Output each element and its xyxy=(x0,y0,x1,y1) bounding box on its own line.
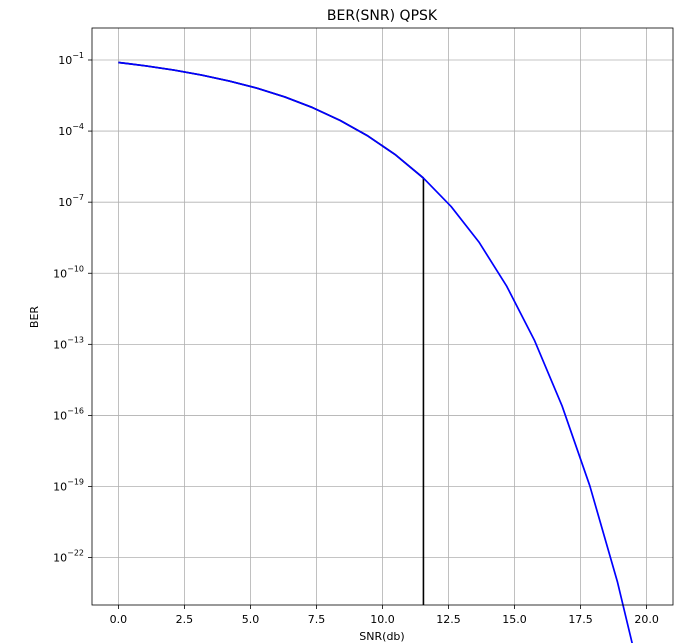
y-tick-label: 10−10 xyxy=(53,264,84,280)
x-tick-label: 10.0 xyxy=(370,613,395,626)
y-tick-label: 10−7 xyxy=(58,193,84,209)
series-layer xyxy=(118,61,633,643)
x-tick-label: 5.0 xyxy=(242,613,260,626)
x-tick-label: 20.0 xyxy=(634,613,659,626)
y-tick-label: 10−4 xyxy=(58,122,84,138)
grid xyxy=(92,28,673,605)
x-tick-label: 2.5 xyxy=(176,613,194,626)
chart-title: BER(SNR) QPSK xyxy=(327,8,438,24)
y-tick-label: 10−19 xyxy=(53,478,84,494)
series-line xyxy=(118,61,424,179)
y-tick-label: 10−13 xyxy=(53,335,84,351)
y-tick-label: 10−1 xyxy=(58,51,84,67)
x-tick-label: 12.5 xyxy=(436,613,461,626)
ticks: 0.0 2.5 5.0 7.5 10.0 12.5 15.0 17.5 20.0 10−1 10−4… xyxy=(53,51,659,626)
x-tick-label: 15.0 xyxy=(502,613,527,626)
y-tick-label: 10−22 xyxy=(53,549,84,565)
x-tick-label: 0.0 xyxy=(110,613,128,626)
y-axis-label: BER xyxy=(28,306,41,328)
y-tick-label: 10−16 xyxy=(53,406,84,422)
x-tick-label: 7.5 xyxy=(308,613,326,626)
series-line xyxy=(118,61,633,643)
x-tick-label: 17.5 xyxy=(568,613,593,626)
x-axis-label: SNR(db) xyxy=(359,630,404,643)
